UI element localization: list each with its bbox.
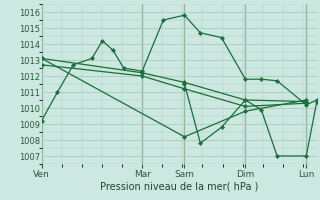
X-axis label: Pression niveau de la mer( hPa ): Pression niveau de la mer( hPa ) — [100, 181, 258, 191]
